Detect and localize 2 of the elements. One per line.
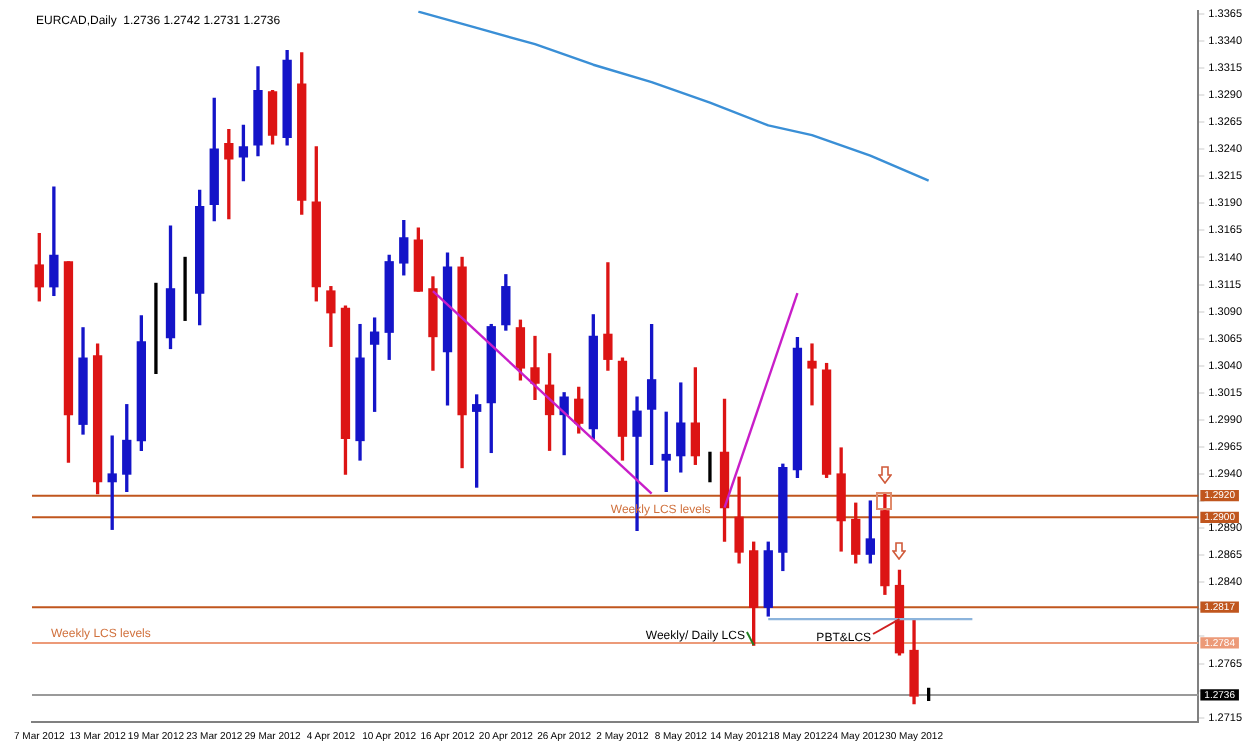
candlestick — [807, 343, 817, 406]
candlestick — [603, 262, 613, 371]
